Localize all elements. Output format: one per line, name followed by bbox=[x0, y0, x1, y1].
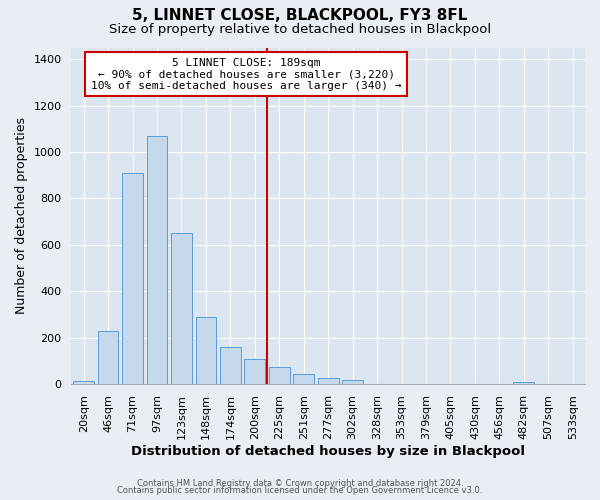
Bar bbox=[318, 378, 338, 384]
Bar bbox=[196, 317, 217, 384]
Text: Contains public sector information licensed under the Open Government Licence v3: Contains public sector information licen… bbox=[118, 486, 482, 495]
Bar bbox=[244, 360, 265, 384]
Text: 5, LINNET CLOSE, BLACKPOOL, FY3 8FL: 5, LINNET CLOSE, BLACKPOOL, FY3 8FL bbox=[133, 8, 467, 22]
Bar bbox=[98, 331, 118, 384]
X-axis label: Distribution of detached houses by size in Blackpool: Distribution of detached houses by size … bbox=[131, 444, 525, 458]
Text: 5 LINNET CLOSE: 189sqm
← 90% of detached houses are smaller (3,220)
10% of semi-: 5 LINNET CLOSE: 189sqm ← 90% of detached… bbox=[91, 58, 401, 91]
Bar bbox=[342, 380, 363, 384]
Bar bbox=[122, 173, 143, 384]
Bar bbox=[146, 136, 167, 384]
Bar bbox=[73, 380, 94, 384]
Bar bbox=[171, 233, 192, 384]
Bar bbox=[514, 382, 534, 384]
Text: Size of property relative to detached houses in Blackpool: Size of property relative to detached ho… bbox=[109, 22, 491, 36]
Y-axis label: Number of detached properties: Number of detached properties bbox=[15, 118, 28, 314]
Bar bbox=[269, 368, 290, 384]
Text: Contains HM Land Registry data © Crown copyright and database right 2024.: Contains HM Land Registry data © Crown c… bbox=[137, 478, 463, 488]
Bar bbox=[293, 374, 314, 384]
Bar bbox=[220, 347, 241, 384]
